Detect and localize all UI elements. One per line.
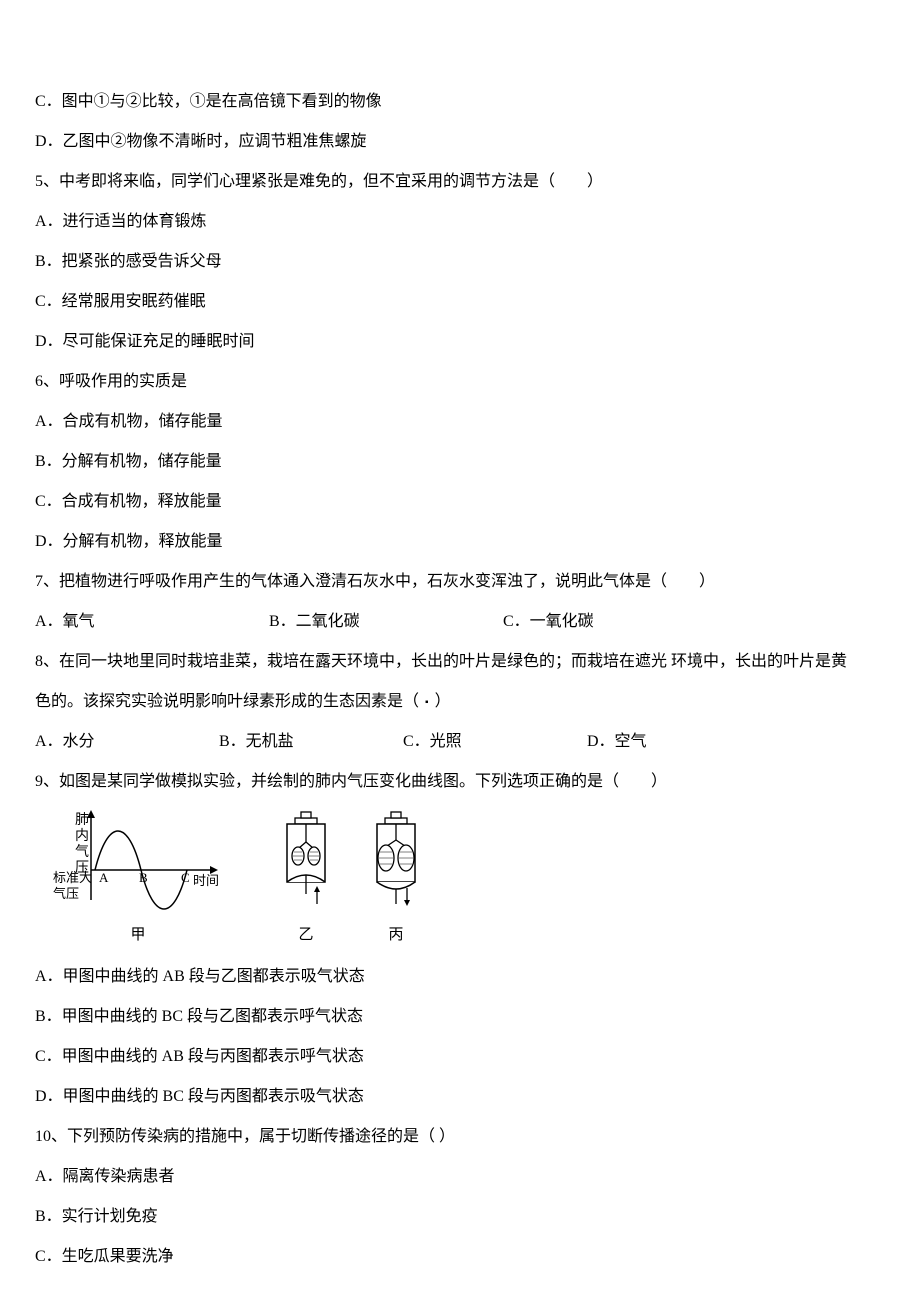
q10-option-a: A．隔离传染病患者 (35, 1165, 885, 1189)
q6-option-c: C．合成有机物，释放能量 (35, 490, 885, 514)
q6-option-d: D．分解有机物，释放能量 (35, 530, 885, 554)
q9-stem: 9、如图是某同学做模拟实验，并绘制的肺内气压变化曲线图。下列选项正确的是（ ） (35, 770, 885, 794)
q9-bottle-yi: 乙 (275, 810, 337, 947)
q7-stem: 7、把植物进行呼吸作用产生的气体通入澄清石灰水中，石灰水变浑浊了，说明此气体是（… (35, 570, 885, 594)
q6-option-b: B．分解有机物，储存能量 (35, 450, 885, 474)
q6-stem: 6、呼吸作用的实质是 (35, 370, 885, 394)
axis-y-label-0: 肺 (75, 812, 89, 828)
axis-y-label-1: 内 (75, 828, 89, 844)
q7-option-c: C．一氧化碳 (503, 610, 733, 634)
q10-option-b: B．实行计划免疫 (35, 1205, 885, 1229)
q5-option-a: A．进行适当的体育锻炼 (35, 210, 885, 234)
q9-bottle-bing: 丙 (365, 810, 427, 947)
q9-label-2: 乙 (275, 924, 337, 947)
q-prev-option-c: C．图中①与②比较，①是在高倍镜下看到的物像 (35, 90, 885, 114)
q7-option-a: A．氧气 (35, 610, 265, 634)
q8-stem-line2-after: ） (435, 693, 451, 710)
axis-y-label-2: 气 (75, 844, 89, 860)
q9-option-c: C．甲图中曲线的 AB 段与丙图都表示呼气状态 (35, 1045, 885, 1069)
q8-center-dot: ▪ (419, 697, 435, 708)
q9-option-d: D．甲图中曲线的 BC 段与丙图都表示吸气状态 (35, 1085, 885, 1109)
q9-label-3: 丙 (365, 924, 427, 947)
q8-stem-line2: 色的。该探究实验说明影响叶绿素形成的生态因素是（▪） (35, 690, 885, 714)
q9-option-a: A．甲图中曲线的 AB 段与乙图都表示吸气状态 (35, 965, 885, 989)
point-a: A (99, 870, 109, 885)
q9-graph: 肺 内 气 压 标准大 气压 时间 A B C 甲 (53, 810, 223, 947)
q7-options-row: A．氧气 B．二氧化碳 C．一氧化碳 (35, 610, 885, 634)
exam-page: C．图中①与②比较，①是在高倍镜下看到的物像 D．乙图中②物像不清晰时，应调节粗… (0, 0, 920, 1302)
q5-option-c: C．经常服用安眠药催眠 (35, 290, 885, 314)
q8-option-d: D．空气 (587, 730, 767, 754)
point-c: C (181, 870, 190, 885)
q9-figure-block: 肺 内 气 压 标准大 气压 时间 A B C 甲 (53, 810, 885, 947)
q5-option-d: D．尽可能保证充足的睡眠时间 (35, 330, 885, 354)
q9-bottle-yi-svg (275, 810, 337, 920)
q6-option-a: A．合成有机物，储存能量 (35, 410, 885, 434)
q9-graph-svg: 肺 内 气 压 标准大 气压 时间 A B C (53, 810, 223, 920)
point-b: B (139, 870, 148, 885)
q7-option-b: B．二氧化碳 (269, 610, 499, 634)
q8-option-c: C．光照 (403, 730, 583, 754)
q-prev-option-d: D．乙图中②物像不清晰时，应调节粗准焦螺旋 (35, 130, 885, 154)
q8-option-b: B．无机盐 (219, 730, 399, 754)
q9-bottle-bing-svg (365, 810, 427, 920)
q8-stem-line2-text: 色的。该探究实验说明影响叶绿素形成的生态因素是（ (35, 693, 419, 710)
baseline-label-top: 标准大 (53, 870, 92, 885)
q8-option-a: A．水分 (35, 730, 215, 754)
q5-stem: 5、中考即将来临，同学们心理紧张是难免的，但不宜采用的调节方法是（ ） (35, 170, 885, 194)
q9-label-1: 甲 (53, 924, 223, 947)
x-axis-label: 时间 (193, 873, 219, 888)
q8-options-row: A．水分 B．无机盐 C．光照 D．空气 (35, 730, 885, 754)
q8-stem-line1: 8、在同一块地里同时栽培韭菜，栽培在露天环境中，长出的叶片是绿色的；而栽培在遮光… (35, 650, 885, 674)
baseline-label-bot: 气压 (53, 886, 79, 901)
q10-stem: 10、下列预防传染病的措施中，属于切断传播途径的是（ ） (35, 1125, 885, 1149)
q5-option-b: B．把紧张的感受告诉父母 (35, 250, 885, 274)
q10-option-c: C．生吃瓜果要洗净 (35, 1245, 885, 1269)
q9-option-b: B．甲图中曲线的 BC 段与乙图都表示呼气状态 (35, 1005, 885, 1029)
